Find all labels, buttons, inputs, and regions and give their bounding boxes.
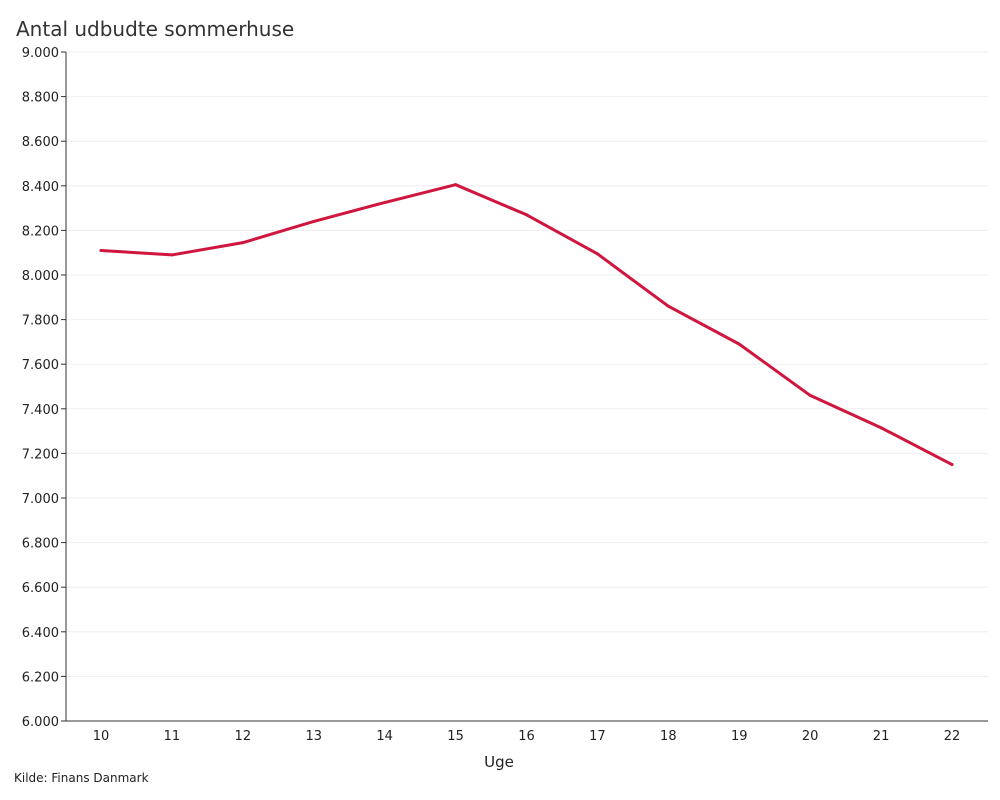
y-tick-label: 7.400: [22, 403, 59, 418]
x-tick-label: 18: [660, 729, 677, 744]
x-tick-label: 14: [376, 729, 393, 744]
data-point: [808, 393, 812, 397]
y-tick-label: 7.200: [22, 447, 59, 462]
x-tick-label: 20: [802, 729, 819, 744]
x-tick-label: 19: [731, 729, 748, 744]
data-point: [525, 213, 528, 217]
data-point: [241, 241, 245, 245]
x-tick-label: 15: [447, 729, 464, 744]
x-tick-label: 16: [518, 729, 535, 744]
y-tick-label: 6.200: [22, 670, 59, 685]
data-point: [170, 253, 174, 257]
y-tick-label: 8.200: [22, 224, 59, 239]
y-tick-label: 8.800: [22, 91, 59, 106]
x-tick-label: 11: [164, 729, 181, 744]
y-tick-label: 7.000: [22, 492, 59, 507]
y-tick-label: 6.400: [22, 626, 59, 641]
x-tick-label: 12: [235, 729, 252, 744]
y-axis-ticks: 6.000 6.200 6.400 6.600 6.800 7.000 7.200 7.400…: [22, 46, 66, 730]
data-point: [950, 463, 954, 467]
data-point: [99, 248, 103, 252]
y-tick-label: 7.600: [22, 358, 59, 373]
y-tick-label: 7.800: [22, 314, 59, 329]
x-tick-label: 17: [589, 729, 606, 744]
series-group: [99, 183, 954, 467]
x-tick-label: 22: [944, 729, 961, 744]
x-tick-label: 13: [305, 729, 322, 744]
data-point: [312, 219, 316, 223]
x-axis-ticks: 10 11 12 13 14 15 16 17 18 19 20 21 22: [93, 729, 961, 744]
y-tick-label: 8.400: [22, 180, 59, 195]
source-note: Kilde: Finans Danmark: [14, 771, 149, 785]
data-point: [595, 252, 599, 256]
series-line: [99, 183, 954, 467]
data-point: [454, 183, 458, 187]
x-axis-label: Uge: [484, 753, 514, 771]
y-tick-label: 6.800: [22, 537, 59, 552]
chart-title: Antal udbudte sommerhuse: [16, 17, 295, 41]
y-tick-label: 6.000: [22, 715, 59, 730]
x-tick-label: 10: [93, 729, 110, 744]
y-tick-label: 9.000: [22, 46, 59, 61]
y-tick-label: 8.600: [22, 135, 59, 150]
y-tick-label: 8.000: [22, 269, 59, 284]
data-point: [666, 304, 670, 308]
y-tick-label: 6.600: [22, 581, 59, 596]
x-tick-label: 21: [873, 729, 890, 744]
data-point: [383, 201, 387, 205]
grid-lines: [66, 51, 988, 677]
data-point: [737, 342, 741, 346]
data-point: [879, 426, 883, 430]
